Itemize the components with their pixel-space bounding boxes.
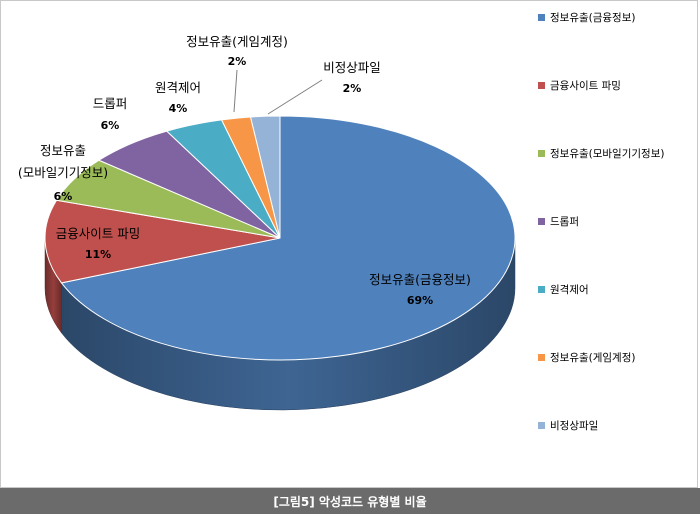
pie-slice-6 [249,115,281,239]
legend-swatch [538,422,545,429]
caption-bar: [그림5] 악성코드 유형별 비율 [0,488,700,514]
legend-item: 정보유출(금융정보) [538,10,635,25]
leader-line-6 [267,79,323,115]
leader-line-5 [233,69,238,113]
data-label-value-6: 2% [343,82,362,95]
data-label-value-2: 6% [54,190,73,203]
data-label-name-2: (모바일기기정보) [18,165,108,180]
legend-label: 원격제어 [550,284,589,296]
legend-item: 정보유출(게임계정) [538,350,635,365]
pie-chart: 정보유출(금융정보) 69% 금융사이트 파밍 11% 정보유출 (모바일기기정보) 6% 드… [18,34,516,411]
data-label-name-5: 정보유출(게임계정) [186,34,288,49]
data-label-value-0: 69% [407,294,433,307]
data-label-name-2: 정보유출 [40,143,86,158]
legend-swatch [538,354,545,361]
data-label-value-5: 2% [228,55,247,68]
pie-slice-1 [44,199,281,284]
legend-label: 금융사이트 파밍 [550,80,621,92]
legend-item: 비정상파일 [538,418,598,433]
legend-swatch [538,218,545,225]
figure-caption: [그림5] 악성코드 유형별 비율 [273,494,427,509]
data-labels: 정보유출(금융정보) 69% 금융사이트 파밍 11% 정보유출 (모바일기기정보) 6% 드… [18,34,471,307]
legend-label: 드롭퍼 [550,216,579,228]
legend-label: 비정상파일 [550,420,599,432]
legend-item: 금융사이트 파밍 [538,78,621,93]
data-label-name-6: 비정상파일 [323,60,381,75]
data-label-value-4: 4% [169,102,188,115]
legend-item: 드롭퍼 [538,214,579,229]
legend-item: 원격제어 [538,282,589,297]
data-label-value-1: 11% [85,248,111,261]
legend-item: 정보유출(모바일기기정보) [538,146,664,161]
data-label-name-3: 드롭퍼 [93,96,128,111]
legend-swatch [538,82,545,89]
legend-label: 정보유출(모바일기기정보) [550,148,665,160]
pie-top [44,115,516,361]
legend-swatch [538,14,545,21]
data-label-name-0: 정보유출(금융정보) [369,272,471,287]
data-label-name-4: 원격제어 [155,80,201,95]
legend-label: 정보유출(금융정보) [550,12,636,24]
data-label-value-3: 6% [101,119,120,132]
legend-swatch [538,286,545,293]
data-label-name-1: 금융사이트 파밍 [56,226,140,241]
pie-slice-0 [60,115,516,361]
legend-label: 정보유출(게임계정) [550,352,636,364]
leader-lines [233,69,323,115]
legend-swatch [538,150,545,157]
